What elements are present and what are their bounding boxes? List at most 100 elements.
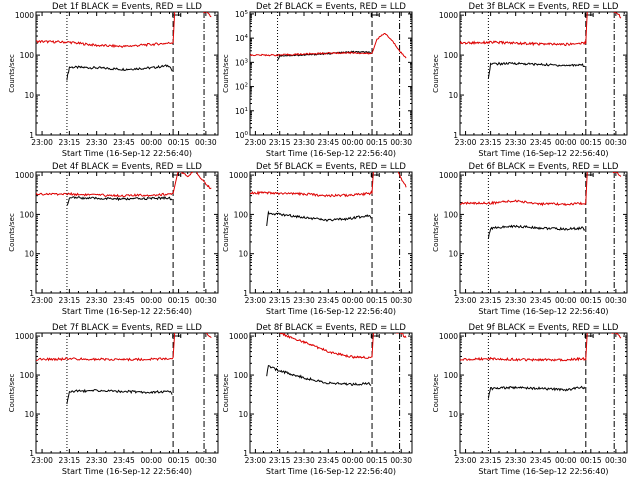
y-tick-label: 1000 (439, 332, 458, 341)
panel-title: Det 1f BLACK = Events, RED = LLD (52, 2, 202, 12)
y-tick-label: 100 (20, 51, 35, 60)
y-tick-label: 10 (448, 410, 458, 419)
y-tick-label: 10 (448, 91, 458, 100)
y-tick-label: 1000 (15, 332, 34, 341)
x-tick-label: 23:15 (59, 296, 81, 305)
y-tick-label: 102 (235, 83, 248, 92)
series-events-line (266, 210, 372, 227)
y-axis-label: Counts/sec (222, 213, 230, 252)
x-tick-label: 23:00 (245, 138, 267, 147)
y-axis-label: Counts/sec (432, 374, 440, 413)
y-axis-label: Counts/sec (8, 374, 16, 413)
y-tick-label: 1 (29, 131, 34, 140)
x-tick-label: 23:15 (269, 138, 291, 147)
panel-title: Det 6f BLACK = Events, RED = LLD (469, 162, 619, 172)
x-tick-label: 00:00 (555, 138, 577, 147)
y-tick-label: 1 (453, 449, 458, 458)
panel-det4: Det 4f BLACK = Events, RED = LLD Start Ti… (8, 162, 219, 316)
x-tick-label: 00:15 (366, 138, 388, 147)
series-events-line (66, 195, 173, 206)
y-tick-label: 101 (235, 107, 248, 116)
plot-frame (35, 171, 219, 294)
plot-frame (249, 171, 413, 294)
y-tick-label: 100 (20, 210, 35, 219)
x-tick-label: 23:30 (86, 138, 108, 147)
x-tick-label: 00:15 (580, 456, 602, 465)
x-tick-label: 00:00 (140, 296, 162, 305)
x-tick-label: 00:00 (342, 456, 364, 465)
panel-det1: Det 1f BLACK = Events, RED = LLD Start Ti… (8, 2, 219, 158)
y-tick-label: 1 (243, 289, 248, 298)
series-lld-line (36, 333, 212, 362)
panel-title: Det 8f BLACK = Events, RED = LLD (256, 323, 406, 333)
x-tick-label: 23:45 (530, 456, 552, 465)
x-axis-label: Start Time (16-Sep-12 22:56:40) (478, 467, 608, 476)
x-tick-label: 23:30 (505, 138, 527, 147)
marker-bracket (584, 173, 594, 177)
panel-det2: Det 2f BLACK = Events, RED = LLD Start Ti… (222, 2, 413, 158)
plot-frame (459, 171, 628, 294)
plot-frame (249, 332, 413, 454)
y-tick-label: 10 (238, 250, 248, 259)
plot-frame (35, 332, 219, 454)
x-tick-label: 00:15 (580, 138, 602, 147)
series-lld-line (250, 33, 407, 59)
x-tick-label: 00:30 (605, 138, 627, 147)
x-tick-label: 23:00 (245, 296, 267, 305)
series-lld-line (36, 172, 212, 198)
x-tick-label: 23:00 (455, 456, 477, 465)
y-tick-label: 100 (444, 210, 459, 219)
panel-det7: Det 7f BLACK = Events, RED = LLD Start Ti… (8, 323, 219, 476)
x-tick-label: 00:00 (342, 138, 364, 147)
y-tick-label: 100 (234, 371, 249, 380)
x-axis-label: Start Time (16-Sep-12 22:56:40) (478, 149, 608, 158)
y-axis-label: Counts/sec (222, 54, 230, 93)
series-lld-line (250, 172, 407, 198)
series-lld-line (460, 172, 622, 207)
series-lld-line (460, 12, 622, 47)
y-tick-label: 1 (453, 131, 458, 140)
x-tick-label: 23:45 (317, 456, 339, 465)
x-tick-label: 00:30 (390, 138, 412, 147)
y-tick-label: 1000 (229, 332, 248, 341)
x-tick-label: 23:15 (269, 296, 291, 305)
x-tick-label: 23:00 (31, 138, 53, 147)
plot-frame (459, 332, 628, 454)
panel-title: Det 5f BLACK = Events, RED = LLD (256, 162, 406, 172)
x-tick-label: 23:15 (269, 456, 291, 465)
x-tick-label: 23:15 (59, 138, 81, 147)
panel-title: Det 7f BLACK = Events, RED = LLD (52, 323, 202, 333)
y-tick-label: 1000 (15, 11, 34, 20)
y-tick-label: 105 (235, 10, 249, 19)
x-tick-label: 00:00 (140, 138, 162, 147)
x-tick-label: 00:00 (555, 296, 577, 305)
x-tick-label: 00:30 (195, 296, 217, 305)
series-lld-line (460, 333, 622, 362)
x-tick-label: 00:30 (605, 456, 627, 465)
x-tick-label: 23:15 (480, 296, 502, 305)
x-tick-label: 23:15 (480, 138, 502, 147)
y-axis-label: Counts/sec (222, 374, 230, 413)
x-tick-label: 23:30 (86, 296, 108, 305)
marker-bracket (370, 334, 380, 338)
y-tick-label: 1000 (229, 171, 248, 180)
x-tick-label: 00:15 (366, 296, 388, 305)
x-tick-label: 23:30 (86, 456, 108, 465)
y-tick-label: 1 (243, 449, 248, 458)
x-tick-label: 00:15 (366, 456, 388, 465)
x-tick-label: 23:00 (455, 138, 477, 147)
x-tick-label: 23:00 (31, 456, 53, 465)
x-tick-label: 00:15 (168, 296, 190, 305)
panel-title: Det 2f BLACK = Events, RED = LLD (256, 2, 406, 12)
panel-det9: Det 9f BLACK = Events, RED = LLD Start Ti… (432, 323, 628, 476)
x-tick-label: 23:15 (59, 456, 81, 465)
x-tick-label: 00:15 (168, 456, 190, 465)
y-axis-label: Counts/sec (432, 54, 440, 93)
x-tick-label: 00:30 (605, 296, 627, 305)
panel-det5: Det 5f BLACK = Events, RED = LLD Start Ti… (222, 162, 413, 316)
y-tick-label: 10 (24, 250, 34, 259)
series-events-line (487, 61, 586, 79)
x-tick-label: 23:00 (455, 296, 477, 305)
y-tick-label: 100 (444, 51, 459, 60)
